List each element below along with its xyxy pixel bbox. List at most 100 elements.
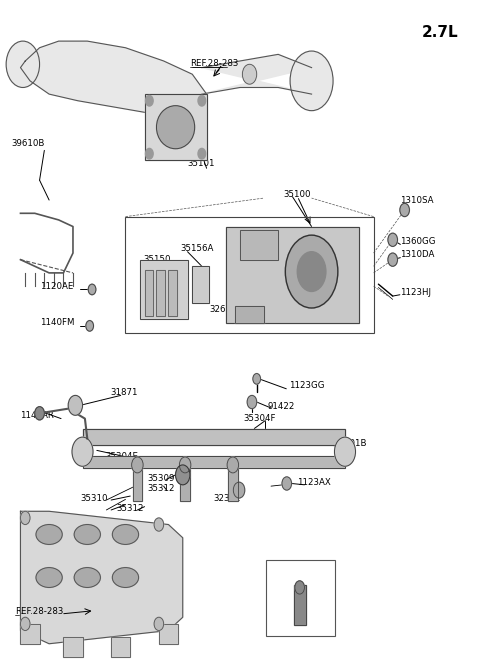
Circle shape: [145, 148, 153, 159]
Circle shape: [388, 253, 397, 266]
Bar: [168, 269, 177, 316]
Bar: [21, 624, 39, 644]
Text: 35304E: 35304E: [106, 452, 138, 461]
Circle shape: [198, 95, 205, 106]
Text: 35312: 35312: [116, 504, 144, 513]
Text: 91422: 91422: [267, 402, 295, 411]
Text: 35310: 35310: [80, 494, 108, 503]
Circle shape: [145, 95, 153, 106]
Bar: [266, 560, 336, 636]
Bar: [226, 227, 360, 323]
Ellipse shape: [112, 525, 139, 545]
Circle shape: [72, 437, 93, 466]
Text: 32655: 32655: [209, 305, 237, 314]
Circle shape: [86, 321, 94, 331]
Circle shape: [388, 233, 397, 247]
Text: 35123: 35123: [269, 570, 298, 579]
Bar: [235, 306, 264, 323]
Bar: [83, 428, 345, 445]
Bar: [294, 585, 306, 625]
Bar: [192, 266, 209, 303]
Bar: [21, 624, 39, 644]
Text: 1123HJ: 1123HJ: [400, 288, 431, 297]
Text: 35309: 35309: [147, 473, 174, 483]
Text: 1310DA: 1310DA: [400, 250, 434, 259]
Text: 35301B: 35301B: [333, 439, 367, 448]
Circle shape: [400, 203, 409, 217]
Ellipse shape: [36, 525, 62, 545]
Circle shape: [233, 482, 245, 498]
Circle shape: [176, 465, 190, 485]
Ellipse shape: [112, 568, 139, 587]
Circle shape: [154, 518, 164, 531]
Circle shape: [21, 617, 30, 630]
Circle shape: [290, 51, 333, 110]
Bar: [156, 269, 165, 316]
Circle shape: [242, 65, 257, 84]
Circle shape: [35, 407, 44, 420]
Bar: [240, 230, 278, 259]
Text: 1120AE: 1120AE: [39, 282, 73, 291]
Text: 35312: 35312: [147, 483, 174, 493]
Bar: [180, 468, 190, 501]
Bar: [111, 637, 130, 657]
Bar: [132, 468, 142, 501]
Circle shape: [335, 437, 356, 466]
Ellipse shape: [74, 568, 100, 587]
Text: 35304F: 35304F: [244, 414, 276, 423]
Ellipse shape: [156, 106, 195, 149]
Bar: [144, 269, 153, 316]
Bar: [140, 259, 188, 319]
Bar: [240, 230, 278, 259]
Circle shape: [88, 284, 96, 295]
Bar: [132, 468, 142, 501]
Bar: [125, 217, 373, 332]
Polygon shape: [202, 55, 312, 94]
Text: REF.28-283: REF.28-283: [15, 607, 63, 616]
Ellipse shape: [36, 568, 62, 587]
Bar: [63, 637, 83, 657]
Text: 1310SA: 1310SA: [400, 196, 433, 205]
Bar: [228, 468, 238, 501]
Polygon shape: [21, 511, 183, 644]
Circle shape: [68, 396, 83, 415]
Bar: [159, 624, 178, 644]
Text: 1123GG: 1123GG: [288, 381, 324, 390]
Bar: [294, 585, 306, 625]
Bar: [228, 468, 238, 501]
Circle shape: [253, 374, 261, 384]
Circle shape: [297, 252, 326, 291]
Circle shape: [21, 511, 30, 525]
Text: 2.7L: 2.7L: [421, 25, 458, 39]
Bar: [83, 456, 345, 468]
Bar: [144, 94, 206, 160]
Bar: [180, 468, 190, 501]
Bar: [226, 227, 360, 323]
Circle shape: [295, 581, 304, 594]
Circle shape: [227, 457, 239, 473]
Bar: [192, 266, 209, 303]
Text: 35100: 35100: [283, 190, 311, 200]
Bar: [63, 637, 83, 657]
Polygon shape: [21, 41, 206, 120]
Bar: [156, 269, 165, 316]
Text: 1123AX: 1123AX: [297, 478, 331, 487]
Text: 31871: 31871: [110, 388, 138, 396]
Circle shape: [247, 396, 257, 409]
Bar: [266, 560, 336, 636]
Bar: [235, 306, 264, 323]
Circle shape: [282, 477, 291, 490]
Bar: [140, 259, 188, 319]
Text: 35101: 35101: [188, 159, 215, 168]
Circle shape: [198, 148, 205, 159]
Text: 1140AR: 1140AR: [21, 412, 54, 420]
Text: 1140FM: 1140FM: [39, 318, 74, 327]
Bar: [83, 428, 345, 445]
Text: 35156A: 35156A: [180, 244, 214, 253]
Text: 35150: 35150: [144, 255, 171, 264]
Bar: [111, 637, 130, 657]
Text: REF.28-283: REF.28-283: [190, 59, 238, 68]
Text: 39610B: 39610B: [11, 139, 44, 148]
Circle shape: [285, 235, 338, 308]
Text: 1360GG: 1360GG: [400, 237, 435, 245]
